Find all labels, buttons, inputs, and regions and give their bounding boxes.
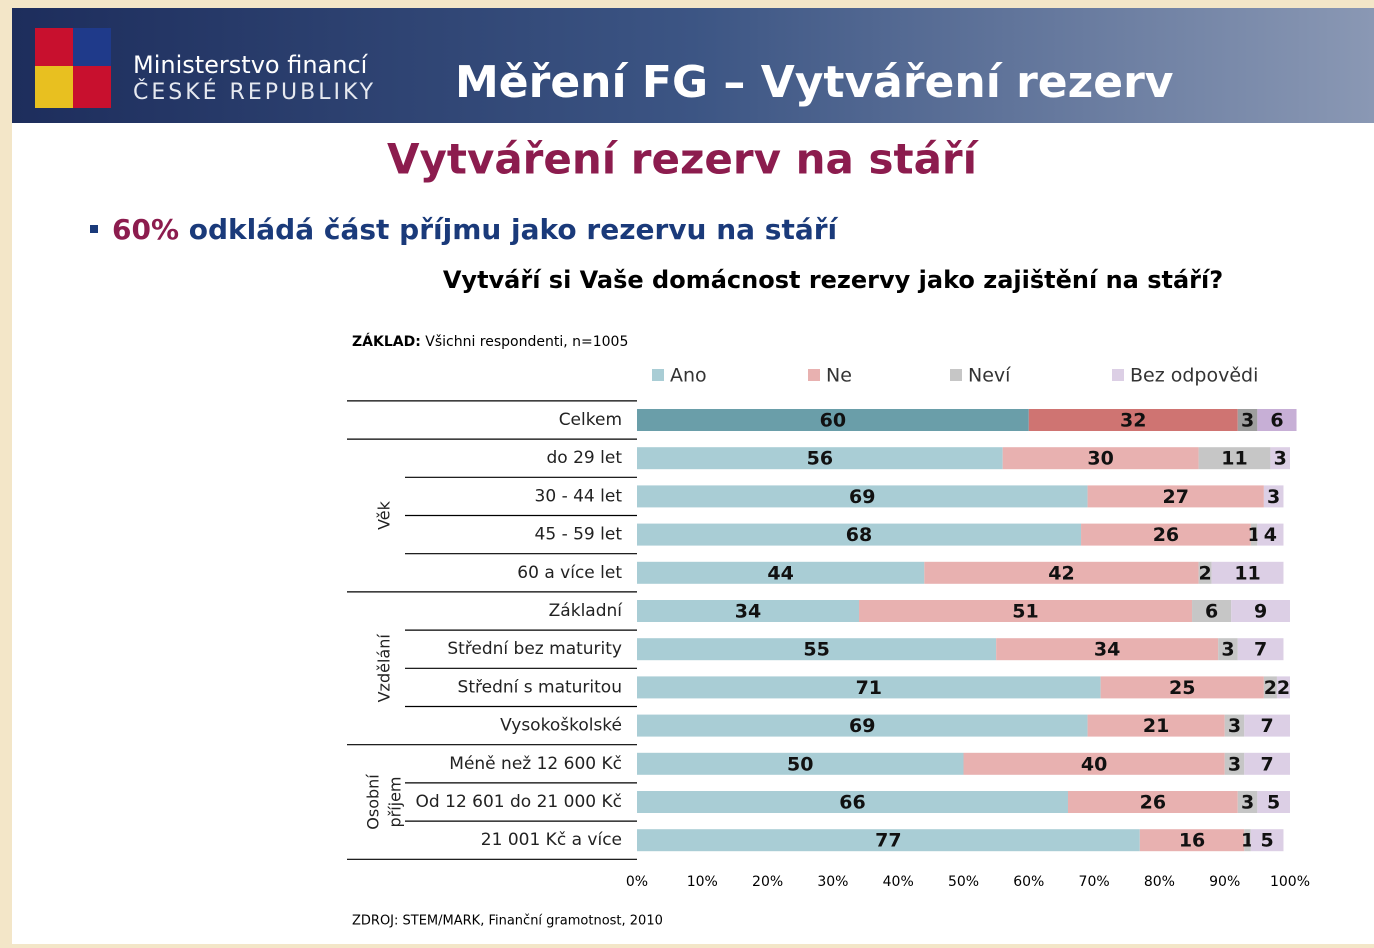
group-label: Vzdělání [375, 634, 394, 703]
bullet-highlight: 60% [112, 213, 179, 246]
value-label: 3 [1228, 753, 1241, 775]
emblem [35, 28, 111, 108]
value-label: 34 [735, 601, 761, 623]
category-label: 21 001 Kč a více [481, 830, 622, 850]
value-label: 11 [1234, 562, 1260, 584]
value-label: 25 [1169, 677, 1195, 699]
value-label: 6 [1205, 601, 1218, 623]
group-label: Osobní [364, 774, 383, 830]
value-label: 11 [1221, 448, 1247, 470]
base-note: ZÁKLAD: Všichni respondenti, n=1005 [352, 333, 628, 350]
legend-label: Bez odpovědi [1130, 365, 1258, 387]
x-tick-label: 0% [626, 874, 648, 890]
legend-swatch [808, 369, 820, 381]
value-label: 16 [1179, 830, 1205, 852]
category-label: Základní [549, 601, 624, 621]
group-label: příjem [386, 776, 405, 827]
value-label: 42 [1048, 562, 1074, 584]
value-label: 5 [1267, 792, 1280, 814]
group-label: Věk [375, 500, 394, 530]
category-label: Méně než 12 600 Kč [449, 754, 622, 774]
ministry-country: ČESKÉ REPUBLIKY [133, 79, 376, 105]
chart-title: Vytváří si Vaše domácnost rezervy jako z… [443, 266, 1223, 294]
x-tick-label: 10% [687, 874, 718, 890]
value-label: 69 [849, 486, 875, 508]
category-label: Střední bez maturity [447, 639, 622, 659]
category-label: Celkem [559, 410, 622, 430]
value-label: 51 [1012, 601, 1038, 623]
ministry-name: Ministerstvo financí [133, 51, 369, 79]
bullet: 60% odkládá část příjmu jako rezervu na … [112, 213, 839, 246]
value-label: 77 [875, 830, 901, 852]
value-label: 71 [856, 677, 882, 699]
value-label: 34 [1094, 639, 1120, 661]
header-title: Měření FG – Vytváření rezerv [455, 57, 1174, 108]
x-tick-label: 90% [1209, 874, 1240, 890]
value-label: 3 [1267, 486, 1280, 508]
value-label: 69 [849, 715, 875, 737]
slide-title: Vytváření rezerv na stáří [387, 135, 980, 184]
category-label: 45 - 59 let [535, 525, 623, 545]
category-label: 30 - 44 let [535, 486, 623, 506]
value-label: 55 [803, 639, 829, 661]
value-label: 7 [1261, 715, 1274, 737]
value-label: 21 [1143, 715, 1169, 737]
value-label: 7 [1261, 753, 1274, 775]
x-tick-label: 30% [817, 874, 848, 890]
source: ZDROJ: STEM/MARK, Finanční gramotnost, 2… [352, 914, 663, 929]
value-label: 7 [1254, 639, 1267, 661]
x-tick-label: 60% [1013, 874, 1044, 890]
value-label: 26 [1140, 792, 1166, 814]
category-label: Střední s maturitou [458, 677, 622, 697]
category-label: Od 12 601 do 21 000 Kč [416, 792, 622, 812]
base-text: Všichni respondenti, n=1005 [425, 334, 628, 350]
value-label: 3 [1241, 410, 1254, 432]
category-label: Vysokoškolské [500, 716, 622, 736]
value-label: 44 [767, 562, 793, 584]
value-label: 68 [846, 524, 872, 546]
base-label: ZÁKLAD: [352, 333, 421, 350]
category-label: 60 a více let [517, 563, 622, 583]
category-label: do 29 let [547, 448, 623, 468]
x-tick-label: 50% [948, 874, 979, 890]
value-label: 26 [1153, 524, 1179, 546]
value-label: 4 [1264, 524, 1277, 546]
value-label: 27 [1162, 486, 1188, 508]
legend-swatch [652, 369, 664, 381]
value-label: 5 [1261, 830, 1274, 852]
x-tick-label: 70% [1079, 874, 1110, 890]
value-label: 2 [1198, 562, 1211, 584]
legend-label: Neví [968, 365, 1011, 387]
x-tick-label: 40% [883, 874, 914, 890]
x-tick-label: 80% [1144, 874, 1175, 890]
value-label: 9 [1254, 601, 1267, 623]
value-label: 3 [1221, 639, 1234, 661]
legend-swatch [950, 369, 962, 381]
page: Ministerstvo financí ČESKÉ REPUBLIKY Měř… [0, 0, 1374, 944]
value-label: 30 [1087, 448, 1113, 470]
value-label: 32 [1120, 410, 1146, 432]
value-label: 2 [1277, 677, 1290, 699]
legend-swatch [1112, 369, 1124, 381]
x-tick-label: 100% [1270, 874, 1310, 890]
value-label: 6 [1270, 410, 1283, 432]
value-label: 3 [1274, 448, 1287, 470]
value-label: 2 [1264, 677, 1277, 699]
bullet-dot [90, 225, 98, 233]
legend-label: Ne [826, 365, 852, 387]
value-label: 50 [787, 753, 813, 775]
slide: Ministerstvo financí ČESKÉ REPUBLIKY Měř… [0, 0, 1374, 944]
value-label: 3 [1228, 715, 1241, 737]
value-label: 66 [839, 792, 865, 814]
value-label: 40 [1081, 753, 1107, 775]
value-label: 60 [820, 410, 846, 432]
value-label: 56 [807, 448, 833, 470]
bullet-text: odkládá část příjmu jako rezervu na stář… [189, 213, 839, 246]
value-label: 3 [1241, 792, 1254, 814]
legend-label: Ano [670, 365, 707, 387]
x-tick-label: 20% [752, 874, 783, 890]
